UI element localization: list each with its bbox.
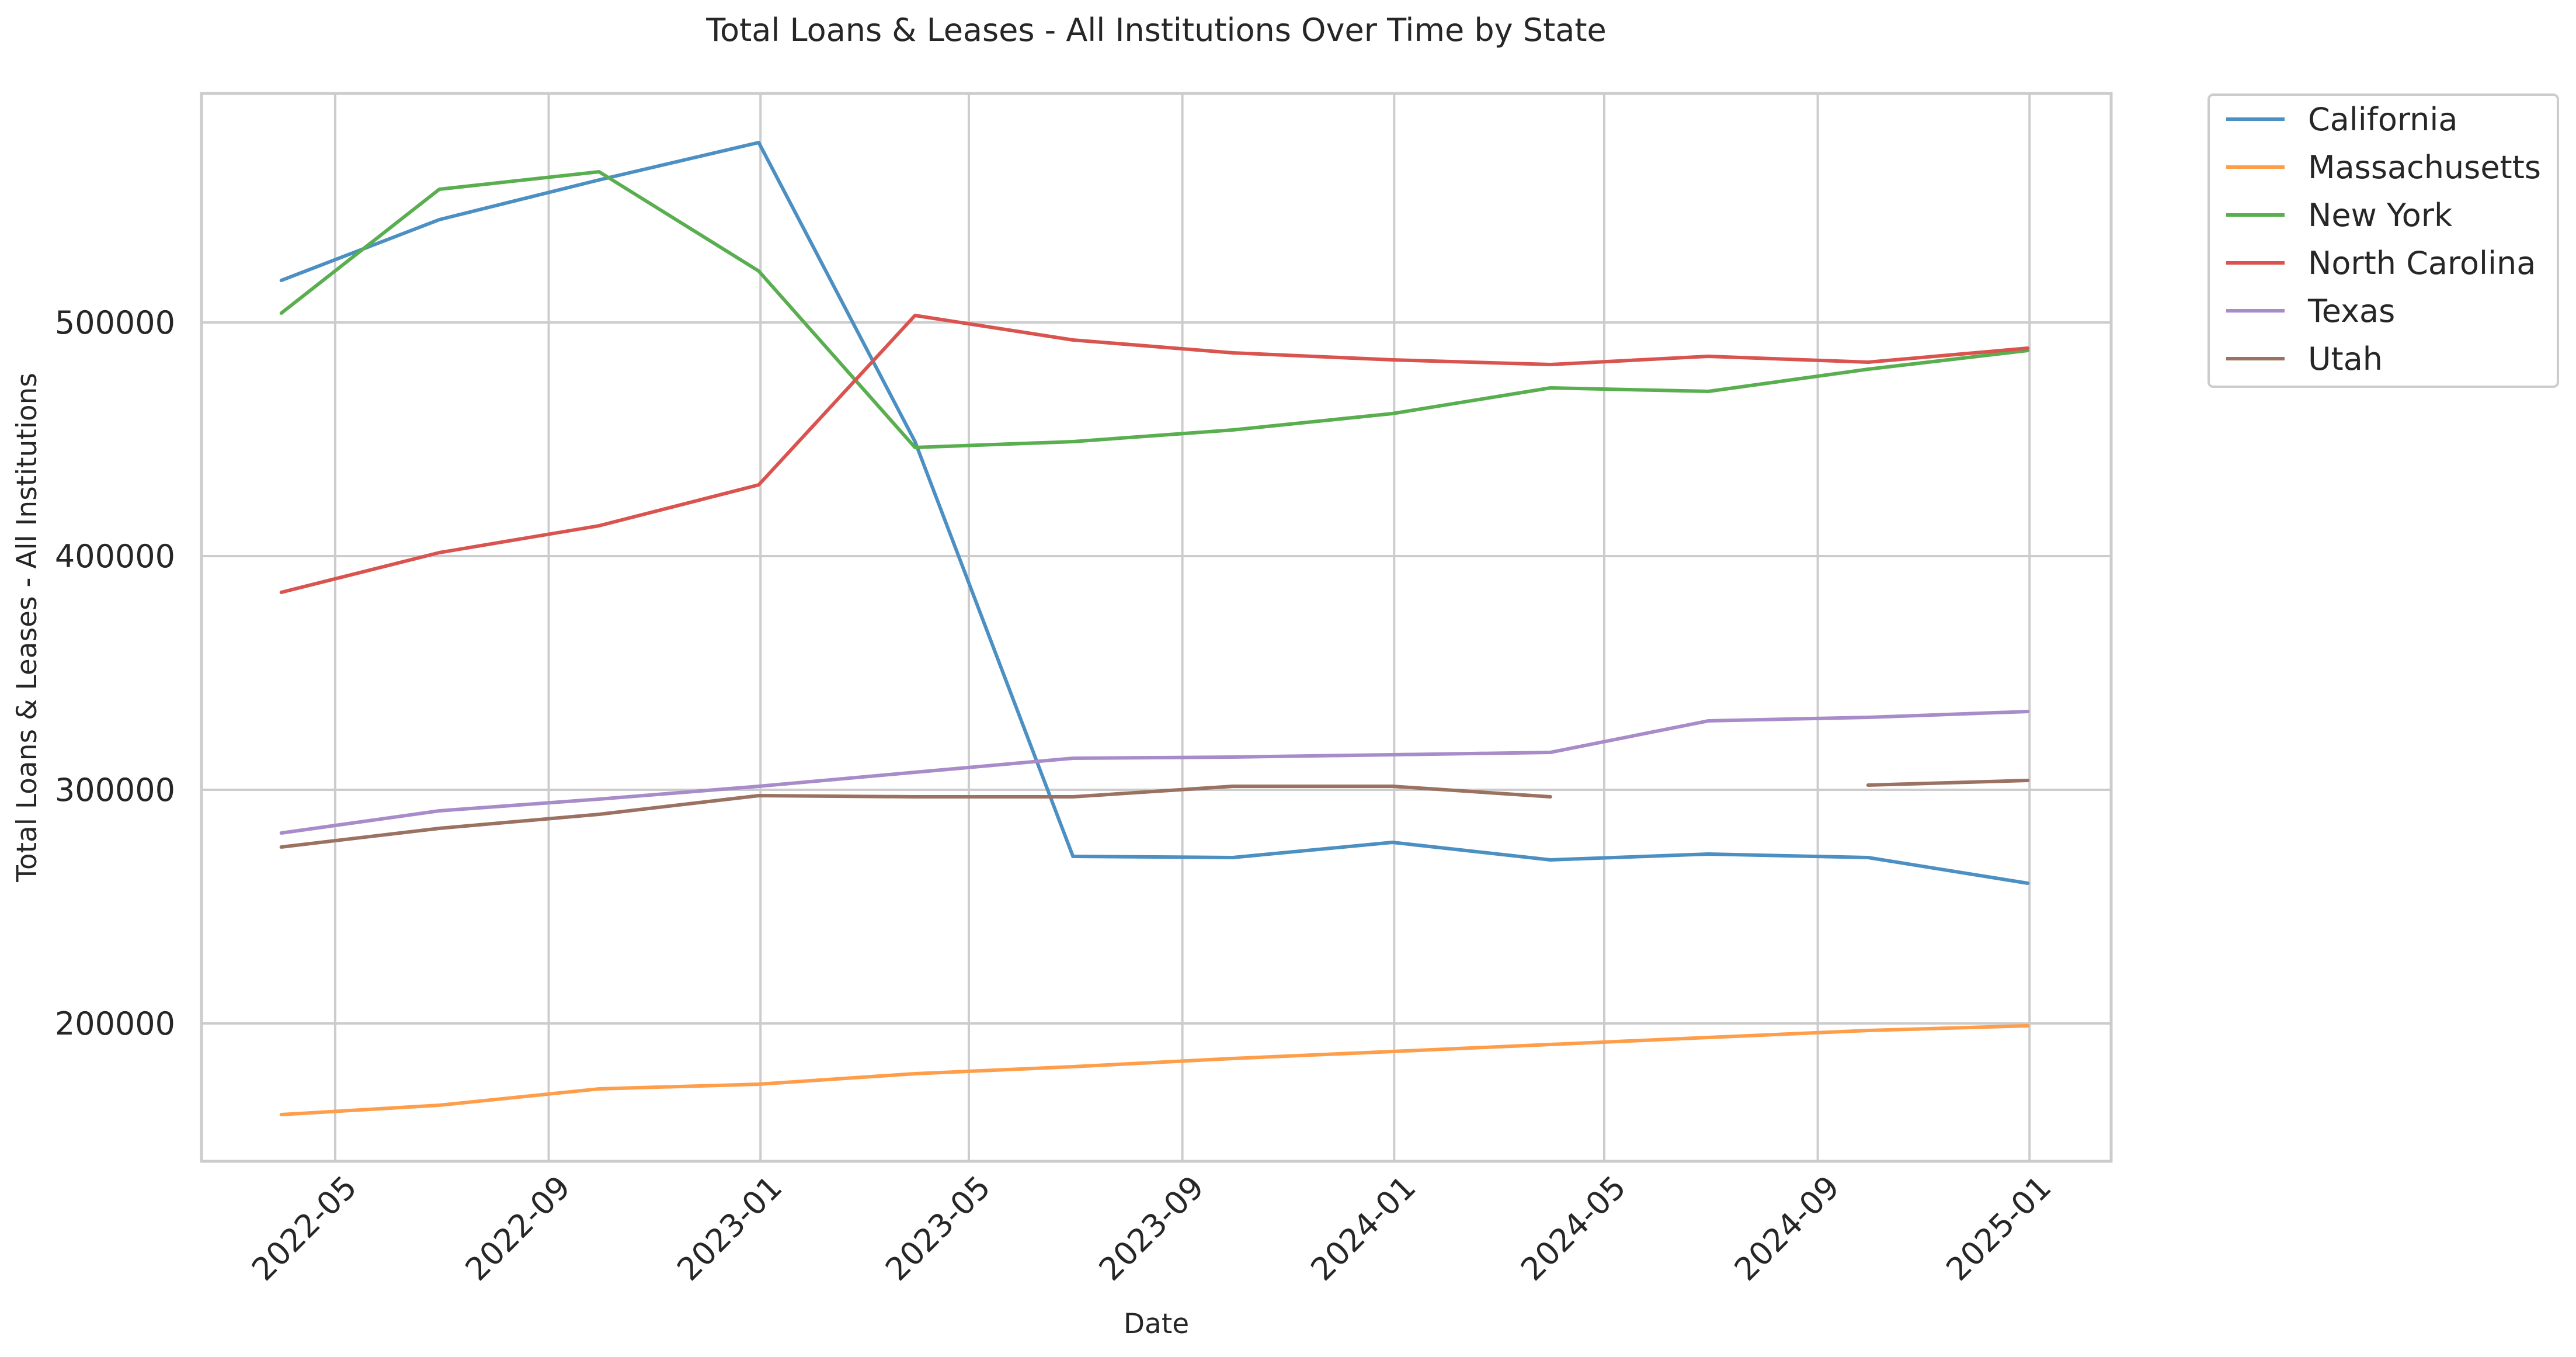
y-tick-label: 300000 <box>55 772 175 808</box>
series-line-utah <box>279 785 1552 849</box>
legend-item-massachusetts: Massachusetts <box>2226 149 2541 186</box>
gridlines <box>201 93 2111 1161</box>
series-north-carolina <box>279 314 2030 594</box>
legend-item-california: California <box>2226 101 2457 138</box>
x-tick-label: 2024-09 <box>1727 1169 1847 1288</box>
plot-area-frame <box>200 92 2113 1163</box>
legend-label: North Carolina <box>2308 245 2536 282</box>
series-utah <box>279 779 2030 849</box>
x-tick-label: 2025-01 <box>1939 1169 2058 1288</box>
y-tick-label: 500000 <box>55 304 175 341</box>
legend-item-utah: Utah <box>2226 341 2383 377</box>
x-tick-label: 2023-09 <box>1092 1169 1211 1288</box>
x-axis-label: Date <box>1124 1308 1189 1340</box>
series-line-utah <box>1866 779 2030 787</box>
series-line-texas <box>279 710 2030 835</box>
legend: California Massachusetts New York North Car… <box>2207 93 2559 388</box>
x-tick-label: 2024-05 <box>1514 1169 1633 1288</box>
legend-label: Utah <box>2308 341 2383 377</box>
series-line-north-carolina <box>279 314 2030 594</box>
legend-item-new-york: New York <box>2226 197 2453 234</box>
series-new-york <box>279 170 2030 449</box>
legend-box <box>2207 93 2559 388</box>
series-california <box>279 141 2030 885</box>
y-tick-label: 200000 <box>55 1005 175 1042</box>
y-axis-ticks: 200000 300000 400000 500000 <box>55 304 175 1042</box>
series-texas <box>279 710 2030 835</box>
series-lines <box>279 141 2030 1116</box>
series-line-california <box>279 141 2030 885</box>
x-tick-label: 2022-09 <box>458 1169 578 1288</box>
x-tick-label: 2023-01 <box>670 1169 789 1288</box>
legend-label: California <box>2308 101 2457 138</box>
legend-item-texas: Texas <box>2226 293 2395 329</box>
legend-label: Massachusetts <box>2308 149 2541 186</box>
series-line-new-york <box>279 170 2030 449</box>
x-tick-label: 2022-05 <box>245 1169 364 1288</box>
chart-title: Total Loans & Leases - All Institutions … <box>705 12 1607 48</box>
legend-item-north-carolina: North Carolina <box>2226 245 2536 282</box>
y-tick-label: 400000 <box>55 538 175 575</box>
series-line-massachusetts <box>279 1024 2030 1116</box>
y-axis-label: Total Loans & Leases - All Institutions <box>11 373 43 883</box>
legend-label: Texas <box>2307 293 2395 329</box>
x-tick-label: 2024-01 <box>1303 1169 1423 1288</box>
series-massachusetts <box>279 1024 2030 1116</box>
legend-label: New York <box>2308 197 2453 234</box>
x-axis-ticks: 2022-05 2022-09 2023-01 2023-05 2023-09 2024-… <box>245 1169 2058 1288</box>
x-tick-label: 2023-05 <box>878 1169 997 1288</box>
